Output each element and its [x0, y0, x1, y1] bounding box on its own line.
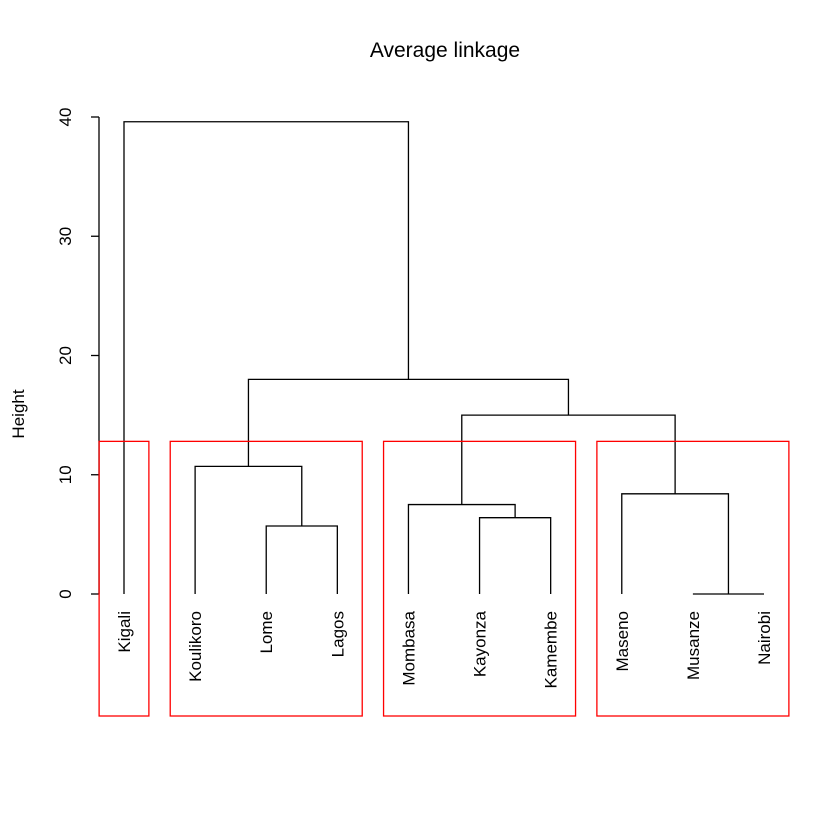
cluster-box — [169, 440, 363, 717]
cluster-box — [382, 440, 577, 717]
y-tick-label: 10 — [56, 465, 75, 484]
dendrogram-link — [461, 414, 676, 505]
leaf-label: Koulikoro — [186, 611, 205, 682]
y-tick-label: 30 — [56, 227, 75, 246]
y-tick-label: 20 — [56, 346, 75, 365]
dendrogram-link — [478, 517, 552, 594]
leaf-label: Lagos — [328, 611, 347, 657]
dendrogram-tree — [123, 121, 764, 595]
dendrogram-link — [621, 493, 730, 594]
y-tick-label: 40 — [56, 108, 75, 127]
y-axis: 0 10 20 30 40 — [56, 108, 100, 599]
dendrogram-link — [407, 503, 516, 594]
leaf-label: Musanze — [684, 611, 703, 680]
leaf-label: Kamembe — [542, 611, 561, 688]
y-tick-label: 0 — [56, 589, 75, 598]
leaf-label: Kayonza — [471, 610, 490, 677]
leaf-label: Mombasa — [399, 610, 418, 685]
dendrogram-link — [123, 121, 410, 594]
cluster-boxes — [98, 440, 790, 717]
dendrogram-link — [265, 525, 338, 594]
leaf-labels: Kigali Koulikoro Lome Lagos Mombasa Kayonza Ka… — [115, 610, 774, 688]
leaf-label: Kigali — [115, 611, 134, 653]
dendrogram-link — [247, 378, 570, 467]
leaf-label: Nairobi — [755, 611, 774, 665]
cluster-box — [596, 440, 790, 717]
leaf-label: Lome — [257, 611, 276, 654]
dendrogram-link — [194, 465, 303, 594]
leaf-label: Maseno — [613, 611, 632, 671]
y-axis-label: Height — [9, 389, 28, 438]
cluster-box — [98, 440, 150, 717]
chart-title: Average linkage — [370, 39, 520, 62]
